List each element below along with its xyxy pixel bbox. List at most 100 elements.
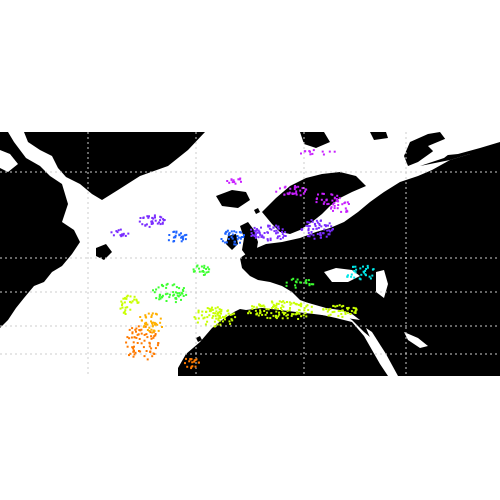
- observation-point: [325, 308, 328, 310]
- observation-point: [140, 332, 143, 335]
- observation-point: [276, 226, 279, 229]
- observation-point: [280, 307, 282, 309]
- observation-point: [315, 201, 318, 204]
- observation-point: [305, 279, 308, 282]
- graticule: [0, 132, 500, 376]
- observation-point: [272, 305, 274, 308]
- observation-point: [130, 301, 133, 304]
- observation-point: [203, 266, 206, 269]
- observation-point: [277, 227, 280, 230]
- observation-point: [281, 231, 283, 233]
- observation-point: [270, 228, 273, 231]
- observation-point: [175, 286, 178, 289]
- observation-point: [144, 224, 147, 227]
- observation-point: [288, 309, 291, 312]
- observation-point: [272, 226, 275, 229]
- observation-point: [293, 301, 295, 304]
- observation-point: [349, 313, 352, 315]
- observation-point: [297, 303, 300, 306]
- observation-point: [237, 178, 240, 181]
- observation-point: [174, 297, 177, 300]
- observation-point: [304, 312, 307, 315]
- observation-point: [295, 313, 297, 316]
- observation-point: [132, 347, 135, 350]
- observation-point: [168, 234, 171, 236]
- landmass-svalbard: [300, 132, 330, 148]
- observation-point: [269, 237, 272, 240]
- observation-point: [271, 301, 274, 304]
- observation-point: [172, 291, 175, 294]
- observation-point: [306, 221, 309, 224]
- observation-point: [133, 353, 136, 356]
- observation-point: [303, 307, 306, 310]
- observation-point: [350, 273, 353, 276]
- observation-point: [310, 231, 313, 233]
- observation-point: [277, 308, 279, 311]
- observation-point: [133, 345, 135, 348]
- observation-point: [211, 308, 214, 311]
- observation-point: [368, 275, 371, 278]
- observation-point: [274, 316, 277, 319]
- observation-point: [282, 300, 285, 303]
- observation-point: [300, 228, 303, 231]
- observation-point: [138, 350, 140, 352]
- observation-point: [194, 317, 197, 320]
- observation-point: [183, 234, 186, 237]
- observation-point: [193, 360, 196, 363]
- observation-point: [360, 273, 363, 276]
- observation-point: [253, 235, 256, 238]
- observation-point: [153, 335, 156, 338]
- observation-point: [159, 219, 162, 222]
- observation-point: [229, 322, 232, 325]
- observation-point: [224, 241, 227, 244]
- landmass-novaya-zemlya: [404, 132, 446, 166]
- observation-point: [280, 309, 283, 311]
- observation-point: [122, 297, 125, 300]
- observation-point: [121, 234, 124, 237]
- observation-point: [320, 236, 322, 239]
- observation-point: [336, 304, 339, 307]
- observation-point: [300, 281, 303, 284]
- observation-point: [231, 233, 234, 236]
- observation-point: [278, 235, 281, 238]
- observation-point: [275, 310, 278, 313]
- observation-point: [174, 301, 177, 304]
- observation-point: [335, 198, 338, 200]
- observation-point: [141, 223, 144, 226]
- observation-point: [197, 311, 200, 314]
- observation-point: [163, 219, 166, 221]
- observation-point: [124, 313, 127, 315]
- landmass-great-britain: [240, 222, 258, 258]
- landmass-scandinavia: [262, 172, 366, 234]
- observation-point: [173, 240, 176, 242]
- observation-point: [182, 235, 185, 238]
- observation-point: [179, 294, 182, 297]
- observation-point: [316, 221, 319, 224]
- observation-point: [300, 152, 302, 155]
- observation-point: [148, 330, 151, 332]
- observation-point: [151, 222, 154, 225]
- observation-point: [146, 358, 149, 361]
- observation-point: [305, 224, 308, 227]
- observation-point: [135, 327, 138, 330]
- observation-point: [297, 318, 300, 320]
- observation-point: [256, 312, 259, 315]
- observation-point: [289, 307, 291, 309]
- observation-point: [159, 223, 162, 226]
- observation-point: [253, 226, 256, 229]
- observation-point: [139, 350, 142, 353]
- landmass-newfoundland: [96, 244, 112, 260]
- observation-point: [325, 235, 328, 238]
- observation-point: [296, 278, 299, 281]
- observation-point: [182, 295, 185, 297]
- observation-point: [208, 307, 211, 310]
- observation-point: [206, 307, 209, 310]
- observation-point: [217, 317, 220, 320]
- observation-point: [148, 225, 151, 228]
- observation-point: [228, 231, 231, 234]
- observation-point: [359, 267, 362, 270]
- observation-point: [131, 346, 134, 349]
- observation-point: [242, 236, 245, 238]
- observation-point: [154, 312, 157, 315]
- observation-point: [352, 306, 355, 309]
